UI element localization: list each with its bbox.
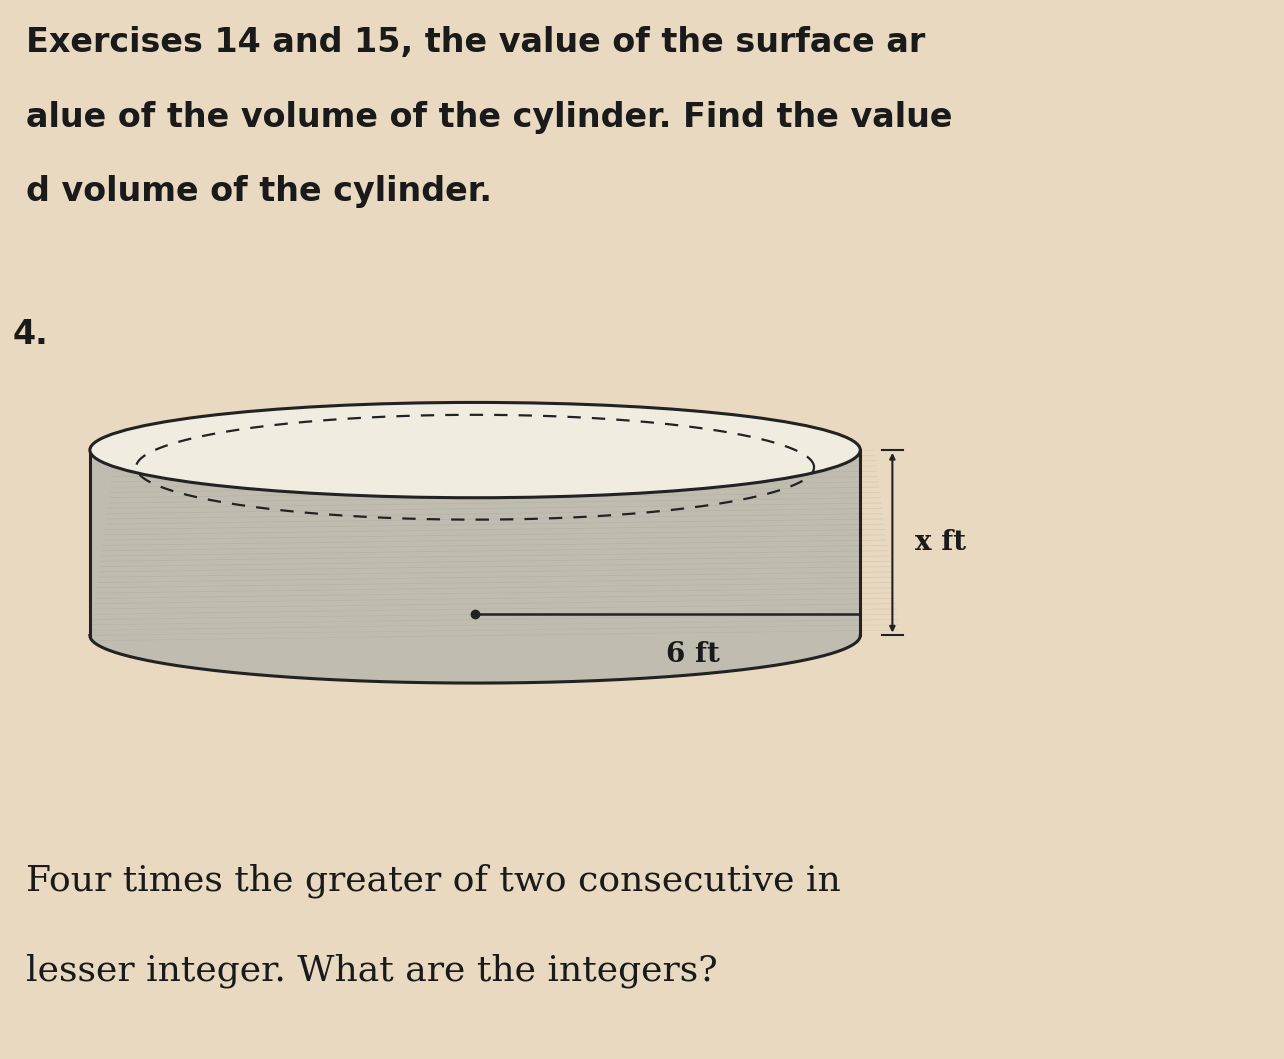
Text: lesser integer. What are the integers?: lesser integer. What are the integers?: [26, 953, 718, 988]
Text: 4.: 4.: [13, 318, 49, 351]
Text: 6 ft: 6 ft: [666, 641, 720, 668]
Text: Four times the greater of two consecutive in: Four times the greater of two consecutiv…: [26, 863, 841, 898]
Ellipse shape: [90, 402, 860, 498]
Text: alue of the volume of the cylinder. Find the value: alue of the volume of the cylinder. Find…: [26, 101, 953, 133]
Text: Exercises 14 and 15, the value of the surface ar: Exercises 14 and 15, the value of the su…: [26, 26, 924, 59]
Text: d volume of the cylinder.: d volume of the cylinder.: [26, 175, 492, 208]
Text: x ft: x ft: [915, 530, 967, 556]
Polygon shape: [90, 450, 860, 683]
